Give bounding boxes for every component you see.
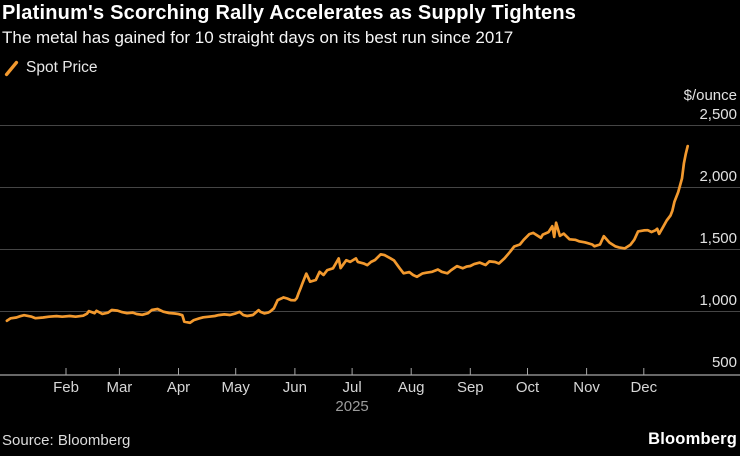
- x-tick-label-jul: Jul: [342, 379, 362, 396]
- slash-icon: [4, 60, 19, 76]
- legend: Spot Price: [4, 59, 98, 77]
- spot-price-path: [5, 144, 690, 325]
- x-tick-label-dec: Dec: [630, 379, 658, 396]
- y-axis-unit-label: $/ounce: [683, 87, 737, 104]
- legend-label: Spot Price: [26, 59, 98, 76]
- page-subtitle: The metal has gained for 10 straight day…: [2, 28, 514, 47]
- x-tick-label-feb: Feb: [53, 379, 79, 396]
- y-tick-label-1000: 1,000: [699, 292, 737, 309]
- y-tick-label-500: 500: [711, 354, 737, 371]
- x-tick-label-jun: Jun: [282, 379, 307, 396]
- x-tick-label-apr: Apr: [166, 379, 191, 396]
- y-tick-label-1500: 1,500: [699, 230, 737, 247]
- x-tick-label-mar: Mar: [106, 379, 133, 396]
- x-tick-label-nov: Nov: [573, 379, 600, 396]
- y-tick-label-2000: 2,000: [699, 168, 737, 185]
- source-note: Source: Bloomberg: [2, 432, 131, 449]
- gridlines: [0, 125, 740, 312]
- x-tick-label-oct: Oct: [515, 379, 540, 396]
- x-axis-year-label: 2025: [335, 398, 369, 415]
- y-tick-label-2500: 2,500: [699, 106, 737, 123]
- x-tick-label-sep: Sep: [456, 379, 484, 396]
- spot-price-line: [5, 144, 690, 325]
- x-tick-label-aug: Aug: [397, 379, 425, 396]
- page-title: Platinum's Scorching Rally Accelerates a…: [2, 2, 577, 24]
- bloomberg-logo: Bloomberg: [648, 430, 737, 448]
- x-axis: [0, 368, 740, 376]
- x-tick-label-may: May: [221, 379, 250, 396]
